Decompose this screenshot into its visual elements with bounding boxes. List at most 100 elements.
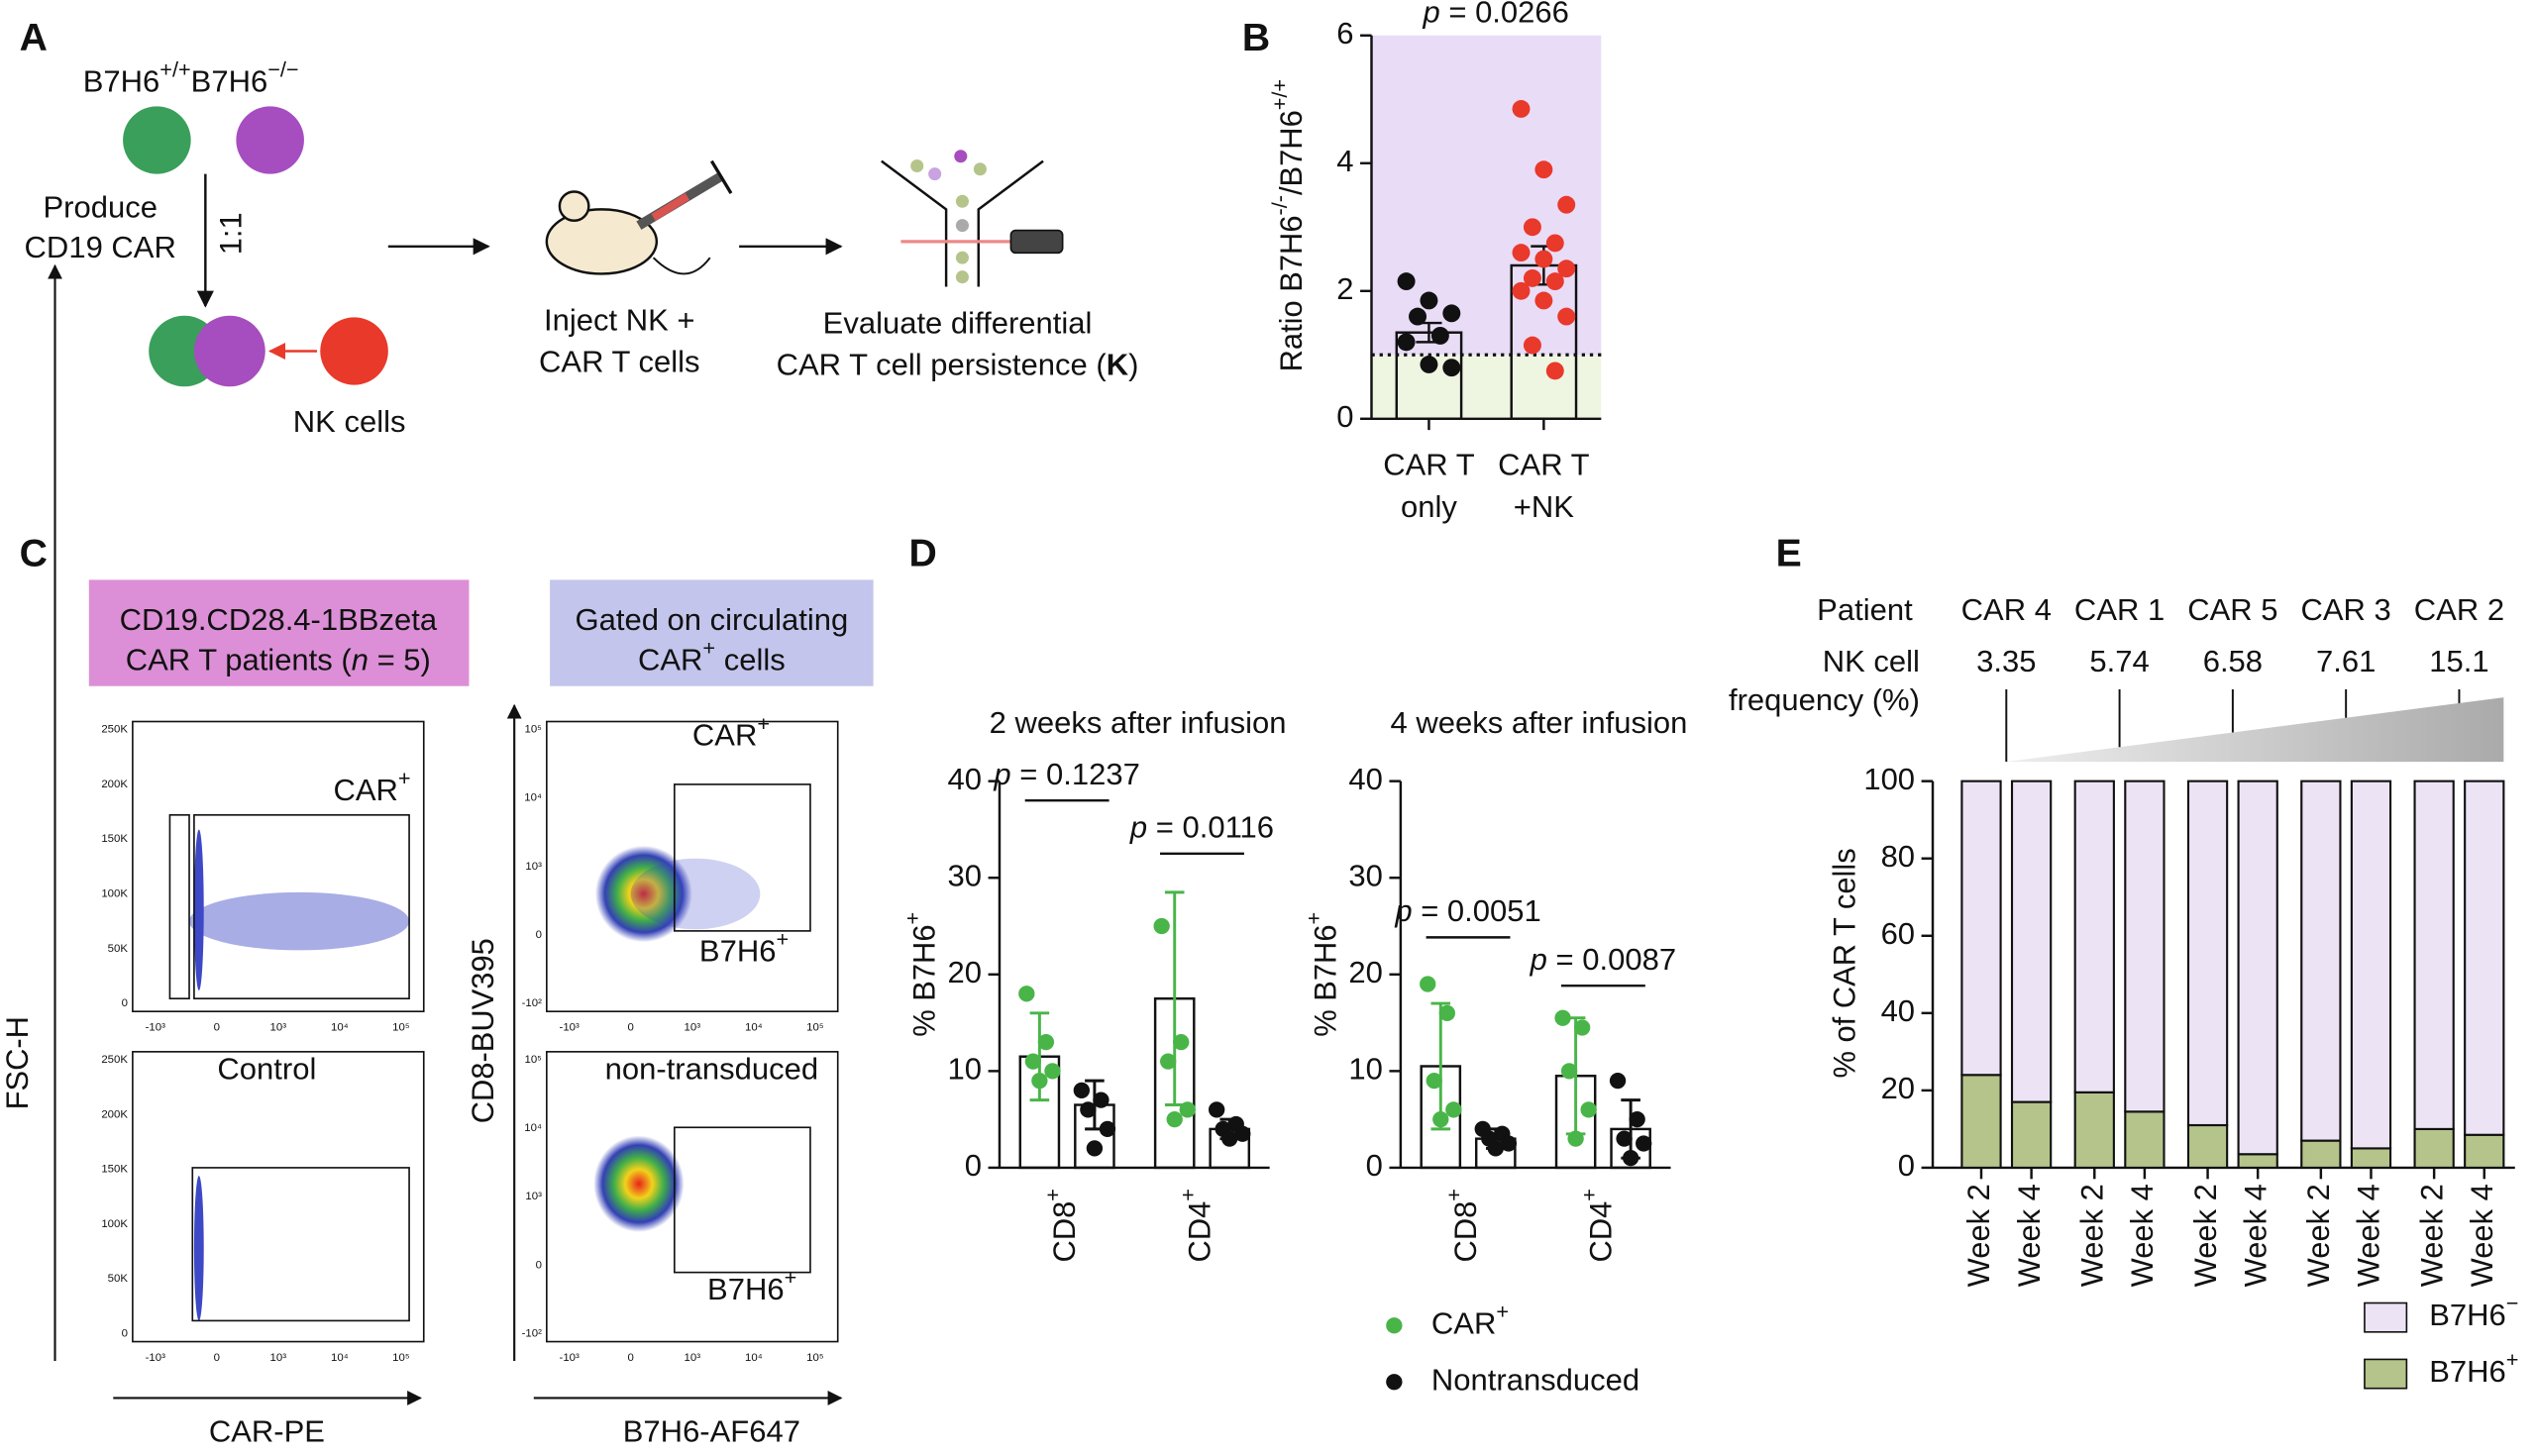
point [1554,1009,1571,1026]
bar-segment [2237,780,2278,1156]
gate-label: B7H6+ [699,927,789,969]
label: Produce [43,190,157,225]
patient-label: CAR 1 [2074,592,2165,627]
axis-title: % of CAR T cells [1828,848,1862,1078]
legend-label: B7H6− [2429,1291,2518,1332]
bar-segment [2350,1147,2392,1169]
text-run: CAR [1431,1305,1496,1340]
tick-label: -10³ [560,1021,581,1033]
x-tick-label: Week 4 [2465,1184,2499,1287]
error-bar [1430,1001,1451,1131]
tick-label: 10⁴ [524,792,542,804]
label: B7H6+/+B7H6−/− [83,57,299,99]
gate-label: non-transduced [605,1052,818,1087]
tick-label: 10⁵ [524,1054,542,1066]
tick-label: -10³ [146,1352,166,1364]
x-tick-label: Week 2 [2074,1184,2109,1287]
patient-label: CAR 2 [2414,592,2504,627]
text-run: p [1422,0,1439,30]
point [1420,291,1438,310]
point [1512,281,1531,300]
y-tick-label: 2 [1336,271,1353,306]
band-above [1371,35,1602,356]
text-run: CD4 [1183,1201,1217,1263]
bar-segment [2124,1110,2166,1169]
text-run: + [2506,1347,2519,1372]
text-run: CAR [638,643,702,677]
y-tick-label: 30 [1348,858,1382,892]
x-tick-label: Week 2 [1961,1184,1996,1287]
label: Inject NK + [544,302,694,337]
x-tick-label: CAR T [1383,448,1475,482]
x-tick-label: CD4+ [1577,1189,1619,1262]
point [1545,234,1564,253]
text-run: /B7H6 [1274,110,1309,195]
axis-title: B7H6-AF647 [623,1413,800,1448]
patient-label: CAR 5 [2187,592,2277,627]
tick-label: 0 [122,1327,128,1339]
x-tick-label: Week 4 [2238,1184,2272,1287]
text-run: n [352,643,369,677]
tick-label: 100K [101,1218,128,1230]
text-run: + [757,711,770,736]
tick-label: 10⁵ [392,1352,410,1364]
text-run: + [1577,1189,1602,1201]
gate-label: B7H6+ [707,1265,796,1306]
point [1166,1111,1183,1128]
point [1073,1082,1090,1099]
axis-title: CAR-PE [209,1413,325,1448]
point [1636,1135,1652,1152]
text-run: B7H6 [2429,1354,2506,1389]
point [1442,359,1461,377]
tick-label: 10⁴ [745,1352,763,1364]
bar-segment [2413,780,2455,1130]
text-run: cells [715,643,786,677]
panel-label: E [1776,532,1802,574]
tick-label: 0 [536,1259,542,1271]
point [1557,195,1576,214]
tick-label: 0 [628,1352,634,1364]
point [1629,1111,1645,1128]
legend-swatch [2364,1301,2408,1333]
x-tick-label: CD8+ [1040,1189,1082,1262]
panel-label: B [1242,17,1270,59]
point [1397,272,1416,291]
text-run: Ratio B7H6 [1274,215,1309,371]
point [1037,1033,1055,1051]
point [1616,1130,1633,1147]
y-tick-label: 0 [1898,1148,1915,1183]
nk-frequency: 6.58 [2203,644,2263,678]
legend-label: Nontransduced [1431,1362,1639,1397]
y-tick-label: 6 [1336,16,1353,51]
point [1420,356,1438,373]
p-value: p = 0.0116 [1129,810,1274,845]
y-tick-label: 0 [1336,399,1353,434]
tick-label: 10⁴ [331,1021,349,1033]
x-tick-label: only [1401,489,1457,524]
label: CAR T cell persistence (K) [777,348,1139,382]
text-run: % B7H6 [1309,924,1343,1036]
x-tick-label: CD8+ [1441,1189,1483,1262]
point [1093,1092,1110,1108]
flow-shapes [48,263,874,1405]
text-run: + [398,766,411,790]
tick-label: 50K [108,1273,129,1285]
y-tick-label: 80 [1881,839,1915,874]
y-tick-label: 10 [1348,1052,1382,1087]
nk-frequency: 5.74 [2089,644,2149,678]
tick-label: 250K [101,1054,128,1066]
tick-label: 200K [101,779,128,790]
point [1420,976,1436,992]
point [1580,1101,1597,1118]
tick-label: 10³ [685,1352,701,1364]
point [1234,1125,1251,1142]
x-tick-label: Week 2 [2188,1184,2223,1287]
point [1500,1135,1518,1152]
panel-label: D [909,532,937,574]
point [1622,1150,1639,1167]
bar-segment [2073,780,2115,1093]
row-label: frequency (%) [1729,682,1920,717]
bar-segment [2464,780,2505,1136]
patient-label: CAR 3 [2301,592,2391,627]
x-tick-label: Week 2 [2301,1184,2336,1287]
